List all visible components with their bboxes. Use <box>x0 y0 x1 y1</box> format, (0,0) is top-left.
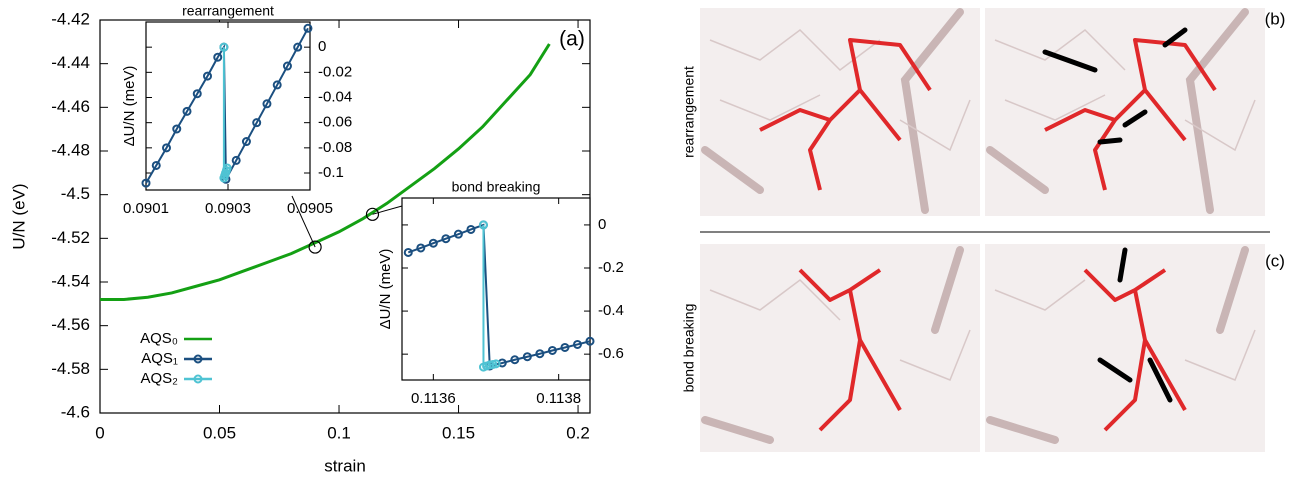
y-tick-label: -0.04 <box>318 88 352 105</box>
y-tick-label: -4.42 <box>51 9 90 28</box>
x-tick-label: 0.1138 <box>536 390 581 407</box>
y-tick-label: 0 <box>598 216 606 233</box>
snapshot <box>985 244 1265 452</box>
x-tick-label: 0.1136 <box>411 390 456 407</box>
x-tick-label: 0.15 <box>442 423 475 442</box>
row-label: bond breaking <box>681 304 697 393</box>
y-tick-label: -4.52 <box>51 228 90 247</box>
chart: 0.1136 0.1138 0 -0.2 -0.4 -0.6 ΔU/N (meV) bond … <box>377 179 624 407</box>
x-tick-label: 0.0901 <box>123 200 169 217</box>
y-axis-label: ΔU/N (meV) <box>377 249 394 330</box>
y-tick-label: -4.5 <box>61 184 90 203</box>
legend-label: AQS₁ <box>141 350 178 367</box>
chart-title: rearrangement <box>182 3 274 19</box>
panel-label: (a) <box>559 28 585 51</box>
legend-label: AQS₂ <box>141 370 179 387</box>
y-tick-label: -0.06 <box>318 114 352 131</box>
y-tick-label: -4.6 <box>61 402 90 421</box>
x-tick-label: 0 <box>95 423 104 442</box>
chart-title: bond breaking <box>452 179 541 195</box>
x-axis-label: strain <box>324 456 366 475</box>
x-tick-label: 0.05 <box>203 423 236 442</box>
y-tick-label: -0.4 <box>598 302 624 319</box>
y-tick-label: -4.44 <box>51 53 90 72</box>
y-tick-label: -0.08 <box>318 139 352 156</box>
y-tick-label: -0.6 <box>598 345 624 362</box>
y-axis-label: ΔU/N (meV) <box>121 66 138 147</box>
panel-label: (c) <box>1265 251 1285 270</box>
x-tick-label: 0.1 <box>327 423 351 442</box>
legend-label: AQS₀ <box>140 330 178 347</box>
figure: (b) (c) rearrangement bond breaking 0 0.0… <box>0 0 1299 485</box>
plot-area <box>402 198 590 380</box>
snapshot <box>700 244 980 452</box>
y-tick-label: 0 <box>318 38 326 55</box>
row-label: rearrangement <box>681 66 697 158</box>
snapshot-panels: (b) (c) rearrangement bond breaking <box>681 8 1286 452</box>
y-tick-label: -4.46 <box>51 97 90 116</box>
legend: AQS₀ AQS₁ AQS₂ <box>140 330 212 387</box>
x-tick-label: 0.0903 <box>205 200 251 217</box>
y-tick-label: -4.54 <box>51 271 90 290</box>
panel-label: (b) <box>1265 9 1286 28</box>
x-tick-label: 0.0905 <box>287 200 333 217</box>
y-axis-label: U/N (eV) <box>9 183 28 249</box>
y-tick-label: -0.2 <box>598 259 624 276</box>
y-tick-label: -0.1 <box>318 164 344 181</box>
x-tick-label: 0.2 <box>566 423 590 442</box>
y-tick-label: -4.56 <box>51 315 90 334</box>
y-tick-label: -4.48 <box>51 140 90 159</box>
y-tick-label: -0.02 <box>318 63 352 80</box>
y-tick-label: -4.58 <box>51 359 90 378</box>
